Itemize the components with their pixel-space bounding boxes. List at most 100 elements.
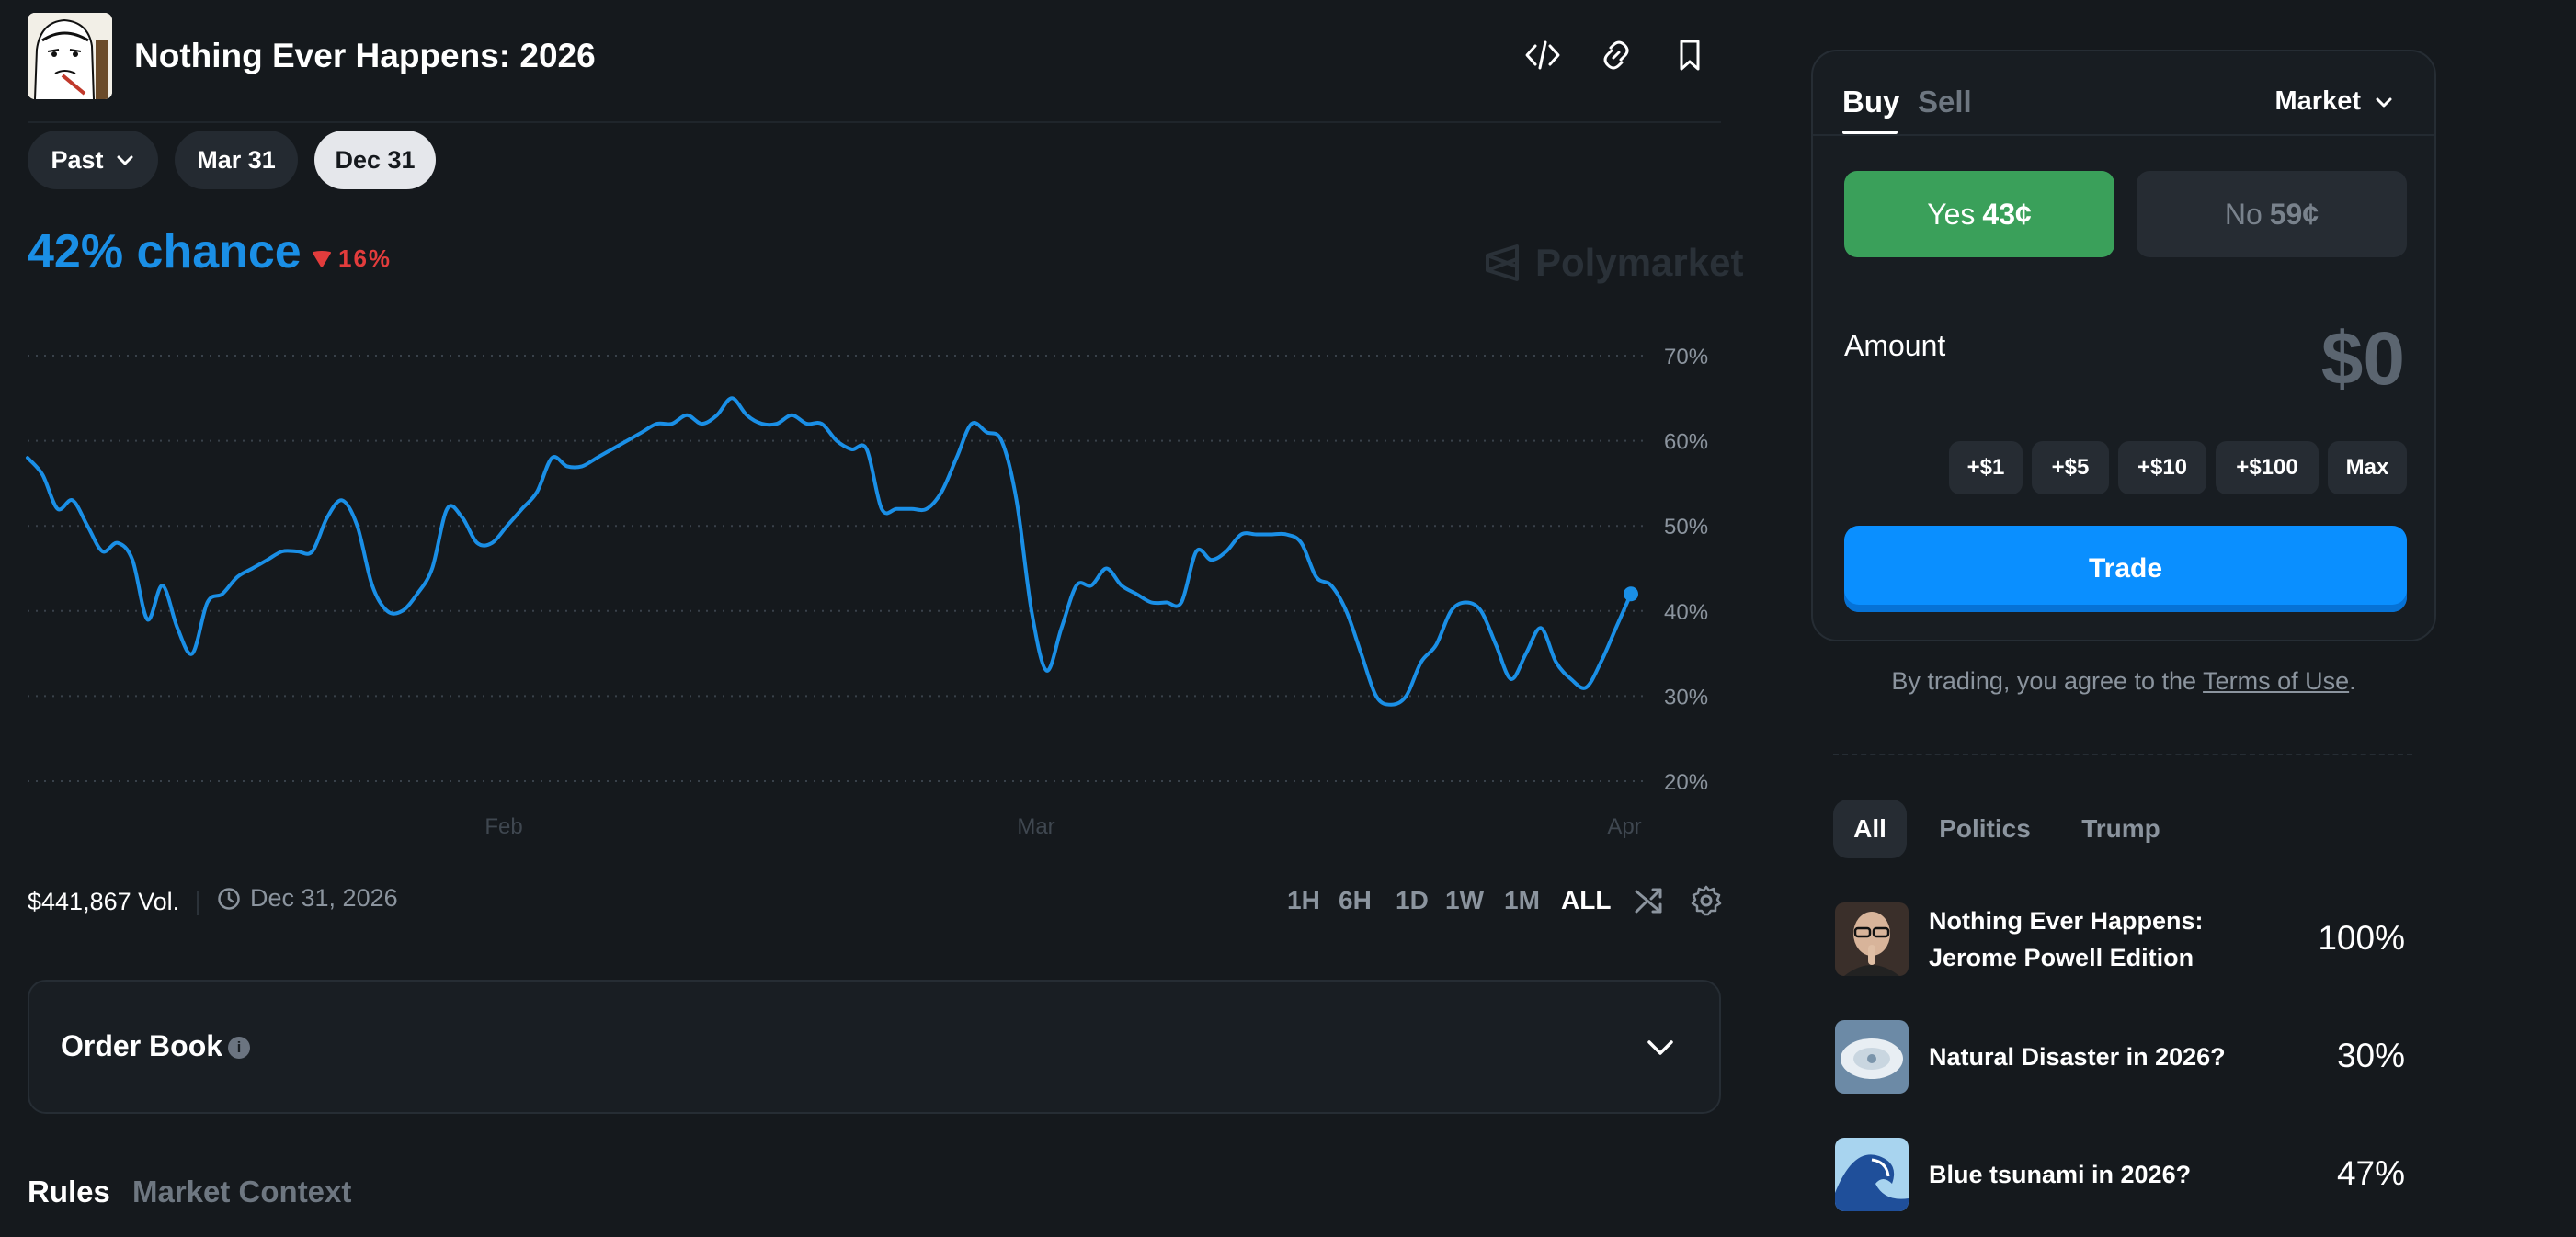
y-tick-label: 30% bbox=[1664, 685, 1708, 709]
x-axis-ticks: Feb Mar Apr bbox=[484, 814, 1641, 839]
wave-image-icon bbox=[1835, 1138, 1909, 1211]
tab-buy[interactable]: Buy bbox=[1842, 85, 1900, 119]
x-tick-label: Feb bbox=[484, 814, 522, 839]
shuffle-icon bbox=[1635, 888, 1662, 914]
polymarket-watermark: Polymarket bbox=[1482, 241, 1743, 285]
volume-value: $441,867 Vol. bbox=[28, 888, 180, 915]
chart-settings-button[interactable] bbox=[1690, 884, 1723, 917]
related-thumbnail bbox=[1835, 1138, 1909, 1211]
clock-icon bbox=[218, 887, 240, 910]
order-book-title: Order Book bbox=[61, 1029, 223, 1062]
watermark-text: Polymarket bbox=[1535, 241, 1744, 284]
past-dates-dropdown[interactable]: Past bbox=[28, 131, 158, 189]
trade-panel: Buy Sell Market Yes 43¢ No 59¢ Amount $0… bbox=[1811, 50, 2436, 641]
bookmark-icon bbox=[1680, 40, 1700, 71]
compare-button[interactable] bbox=[1633, 884, 1666, 917]
end-date: Dec 31, 2026 bbox=[217, 884, 398, 913]
hurricane-image-icon bbox=[1835, 1020, 1909, 1094]
related-percent: 47% bbox=[2336, 1154, 2405, 1192]
quick-add-100[interactable]: +$100 bbox=[2216, 441, 2319, 494]
current-price-point bbox=[1624, 586, 1638, 602]
chance-value: 42% chance bbox=[28, 225, 302, 278]
y-axis-ticks: 70% 60% 50% 40% 30% 20% bbox=[1664, 345, 1708, 795]
gear-icon bbox=[1691, 885, 1722, 916]
embed-button[interactable] bbox=[1524, 37, 1561, 74]
active-tab-underline bbox=[1842, 131, 1898, 134]
page-title: Nothing Ever Happens: 2026 bbox=[134, 37, 596, 74]
change-indicator: 16% bbox=[313, 244, 392, 273]
chevron-down-icon bbox=[117, 155, 133, 165]
embed-icon bbox=[1525, 40, 1560, 70]
header-divider bbox=[28, 121, 1721, 123]
date-option-label: Mar 31 bbox=[197, 145, 276, 174]
related-market-item[interactable]: Blue tsunami in 2026? 47% bbox=[1833, 1136, 2412, 1213]
bookmark-button[interactable] bbox=[1671, 37, 1708, 74]
quick-add-5[interactable]: +$5 bbox=[2032, 441, 2109, 494]
related-percent: 30% bbox=[2336, 1037, 2405, 1074]
tab-sell[interactable]: Sell bbox=[1918, 85, 1972, 119]
terms-suffix: . bbox=[2349, 667, 2356, 695]
quick-add-1[interactable]: +$1 bbox=[1949, 441, 2023, 494]
y-tick-label: 40% bbox=[1664, 600, 1708, 625]
market-logo bbox=[28, 13, 112, 99]
x-tick-label: Apr bbox=[1607, 814, 1641, 839]
quick-add-10[interactable]: +$10 bbox=[2118, 441, 2206, 494]
order-type-dropdown[interactable]: Market bbox=[2275, 86, 2395, 117]
range-all[interactable]: ALL bbox=[1561, 886, 1612, 914]
terms-prefix: By trading, you agree to the bbox=[1891, 667, 2204, 695]
past-dates-label: Past bbox=[51, 145, 104, 174]
link-icon bbox=[1603, 40, 1629, 70]
y-tick-label: 50% bbox=[1664, 515, 1708, 539]
y-tick-label: 70% bbox=[1664, 345, 1708, 369]
info-icon[interactable]: i bbox=[228, 1037, 250, 1059]
footer-separator bbox=[197, 891, 199, 915]
quick-add-max[interactable]: Max bbox=[2328, 441, 2407, 494]
chart-grid bbox=[28, 355, 1646, 782]
tab-rules[interactable]: Rules bbox=[28, 1175, 110, 1209]
copy-link-button[interactable] bbox=[1598, 37, 1635, 74]
price-series-line bbox=[26, 396, 1633, 707]
terms-of-use-link[interactable]: Terms of Use bbox=[2203, 667, 2350, 695]
yes-label: Yes bbox=[1927, 197, 1976, 231]
related-title: Blue tsunami in 2026? bbox=[1929, 1161, 2192, 1188]
related-tab-all[interactable]: All bbox=[1833, 800, 1907, 858]
panel-tabs-divider bbox=[1813, 134, 2434, 136]
amount-input[interactable]: $0 bbox=[2320, 317, 2405, 401]
range-6h[interactable]: 6H bbox=[1339, 886, 1372, 914]
related-title: Natural Disaster in 2026? bbox=[1929, 1043, 2226, 1071]
meme-face-logo-icon bbox=[28, 13, 112, 99]
related-market-item[interactable]: Natural Disaster in 2026? 30% bbox=[1833, 1018, 2412, 1095]
related-thumbnail bbox=[1835, 1020, 1909, 1094]
related-percent: 100% bbox=[2318, 919, 2405, 957]
x-tick-label: Mar bbox=[1017, 814, 1054, 839]
order-book-panel[interactable]: Order Book i bbox=[28, 980, 1721, 1114]
yes-price: 43¢ bbox=[1982, 197, 2032, 231]
price-chart[interactable]: 70% 60% 50% 40% 30% 20% Feb Mar Apr bbox=[0, 331, 1728, 845]
range-1d[interactable]: 1D bbox=[1396, 886, 1429, 914]
order-type-label: Market bbox=[2274, 86, 2362, 116]
person-portrait-icon bbox=[1835, 902, 1909, 976]
chevron-down-icon[interactable] bbox=[1644, 1031, 1677, 1064]
related-tab-trump[interactable]: Trump bbox=[2081, 814, 2160, 843]
related-tab-politics[interactable]: Politics bbox=[1939, 814, 2031, 843]
yes-outcome-button[interactable]: Yes 43¢ bbox=[1844, 171, 2114, 257]
end-date-label: Dec 31, 2026 bbox=[250, 884, 398, 912]
chevron-down-icon bbox=[2376, 97, 2392, 107]
date-option-mar-31[interactable]: Mar 31 bbox=[175, 131, 298, 189]
down-triangle-icon bbox=[313, 250, 331, 267]
amount-label: Amount bbox=[1844, 329, 1946, 362]
change-value: 16% bbox=[338, 244, 393, 272]
no-outcome-button[interactable]: No 59¢ bbox=[2137, 171, 2407, 257]
related-divider bbox=[1833, 754, 2412, 755]
y-tick-label: 20% bbox=[1664, 770, 1708, 795]
terms-notice: By trading, you agree to the Terms of Us… bbox=[1811, 667, 2436, 696]
date-option-dec-31[interactable]: Dec 31 bbox=[314, 131, 436, 189]
trade-button[interactable]: Trade bbox=[1844, 526, 2407, 612]
range-1m[interactable]: 1M bbox=[1504, 886, 1540, 914]
tab-market-context[interactable]: Market Context bbox=[132, 1175, 352, 1209]
related-thumbnail bbox=[1835, 902, 1909, 976]
no-price: 59¢ bbox=[2269, 197, 2320, 231]
related-market-item[interactable]: Nothing Ever Happens: Jerome Powell Edit… bbox=[1833, 901, 2412, 978]
range-1w[interactable]: 1W bbox=[1445, 886, 1484, 914]
range-1h[interactable]: 1H bbox=[1287, 886, 1320, 914]
